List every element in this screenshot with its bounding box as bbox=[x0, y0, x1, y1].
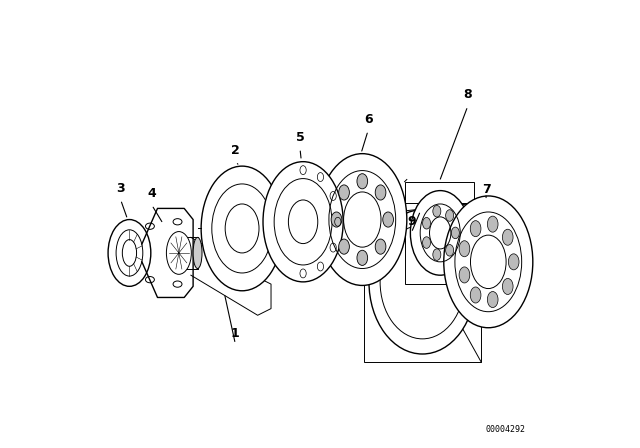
Ellipse shape bbox=[201, 166, 283, 291]
Polygon shape bbox=[191, 237, 271, 315]
Ellipse shape bbox=[375, 185, 386, 200]
Text: 00004292: 00004292 bbox=[486, 425, 525, 434]
Ellipse shape bbox=[444, 196, 533, 328]
Ellipse shape bbox=[433, 206, 441, 217]
Ellipse shape bbox=[487, 216, 498, 232]
Text: 5: 5 bbox=[296, 131, 305, 144]
Ellipse shape bbox=[108, 220, 151, 286]
Ellipse shape bbox=[459, 267, 470, 283]
Ellipse shape bbox=[383, 212, 394, 227]
Ellipse shape bbox=[508, 254, 519, 270]
Text: 1: 1 bbox=[231, 327, 240, 340]
Ellipse shape bbox=[502, 279, 513, 294]
Ellipse shape bbox=[193, 237, 202, 268]
Text: 7: 7 bbox=[482, 183, 490, 196]
Ellipse shape bbox=[422, 237, 431, 248]
Ellipse shape bbox=[263, 162, 343, 282]
Ellipse shape bbox=[502, 229, 513, 245]
Ellipse shape bbox=[357, 250, 367, 265]
Ellipse shape bbox=[451, 227, 460, 239]
Ellipse shape bbox=[375, 239, 386, 254]
Ellipse shape bbox=[166, 232, 191, 274]
Ellipse shape bbox=[331, 212, 342, 227]
Ellipse shape bbox=[357, 174, 367, 189]
Polygon shape bbox=[180, 237, 198, 268]
Ellipse shape bbox=[459, 241, 470, 257]
Ellipse shape bbox=[410, 190, 470, 275]
Ellipse shape bbox=[318, 154, 407, 285]
Ellipse shape bbox=[487, 292, 498, 308]
Text: 3: 3 bbox=[116, 182, 125, 195]
Ellipse shape bbox=[470, 221, 481, 237]
Ellipse shape bbox=[445, 210, 454, 221]
Ellipse shape bbox=[433, 249, 441, 260]
Ellipse shape bbox=[339, 239, 349, 254]
Polygon shape bbox=[142, 208, 193, 297]
Text: 6: 6 bbox=[364, 113, 372, 126]
Ellipse shape bbox=[339, 185, 349, 200]
Ellipse shape bbox=[445, 245, 454, 256]
Text: 2: 2 bbox=[231, 144, 240, 157]
Ellipse shape bbox=[470, 287, 481, 303]
Ellipse shape bbox=[422, 217, 431, 229]
Text: 8: 8 bbox=[463, 88, 472, 101]
Text: 9: 9 bbox=[407, 215, 415, 228]
Text: 4: 4 bbox=[147, 187, 156, 200]
Ellipse shape bbox=[369, 210, 476, 354]
